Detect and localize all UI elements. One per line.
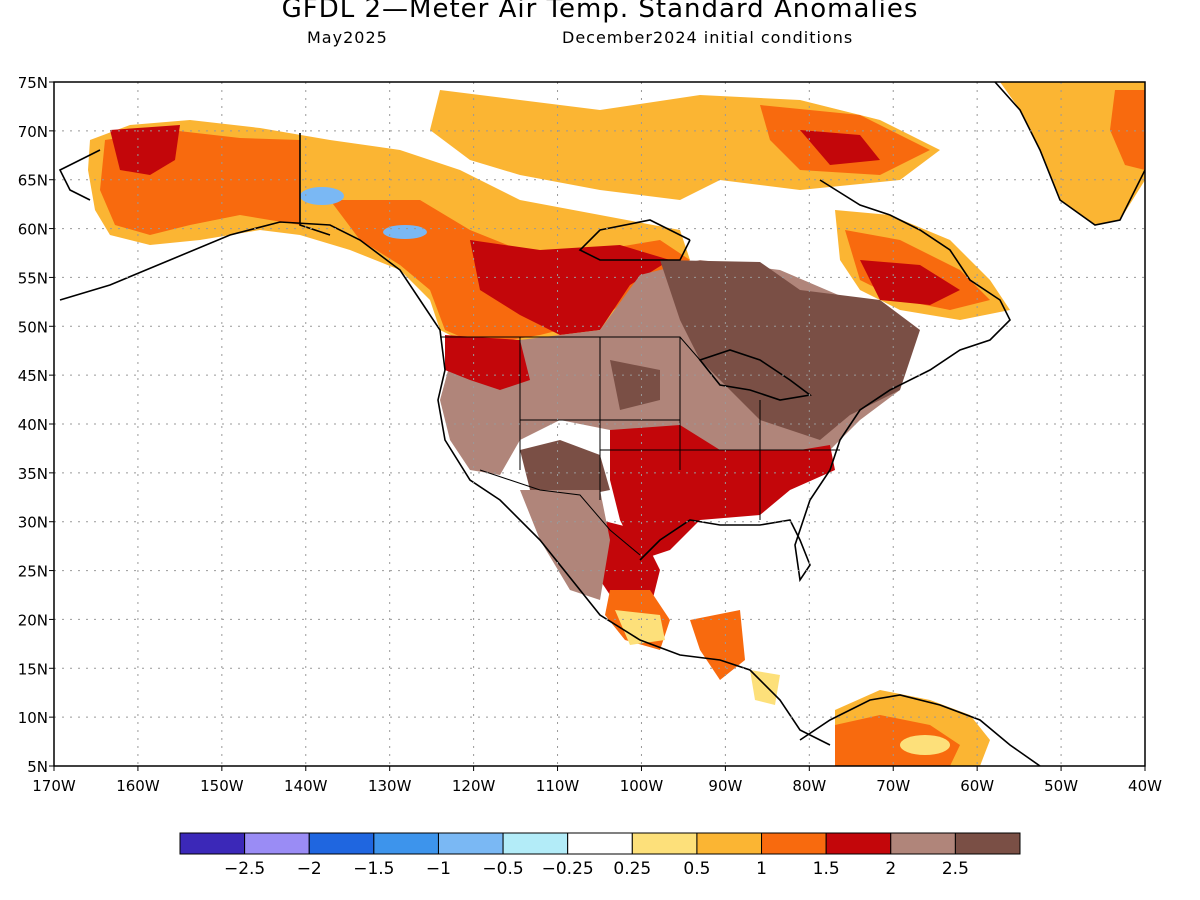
us-mexico-border (479, 469, 641, 556)
lat-tick-label: 50N (18, 318, 48, 336)
colorbar: −2.5 −2 −1.5 −1 −0.5 −0.25 0.25 0.5 1 1.5 2 2.5 (179, 832, 1021, 879)
colorbar-label: 0.25 (613, 859, 651, 879)
colorbar-swatch (179, 832, 246, 855)
mexico-red-field (600, 520, 660, 610)
political-boundaries (440, 336, 840, 556)
colorbar-swatch (437, 832, 504, 855)
colorbar-swatch (502, 832, 569, 855)
coastlines (58, 82, 1145, 766)
lon-tick-label: 150W (200, 777, 244, 795)
lon-tick-label: 50W (1044, 777, 1078, 795)
lon-tick-label: 90W (708, 777, 742, 795)
colorbar-label: 1 (756, 859, 767, 879)
lat-tick-label: 5N (27, 758, 48, 776)
valid-month-label: May2025 (307, 28, 388, 47)
lon-tick-label: 40W (1128, 777, 1162, 795)
colorbar-swatch (631, 832, 698, 855)
alaska-red-core (110, 125, 180, 175)
lat-tick-label: 65N (18, 172, 48, 190)
colorbar-label: −1.5 (353, 859, 394, 879)
lat-tick-label: 40N (18, 416, 48, 434)
colorbar-label: 0.5 (683, 859, 710, 879)
mexico-brown-field (520, 490, 610, 600)
lat-tick-label: 60N (18, 221, 48, 239)
colorbar-swatch (373, 832, 439, 855)
chart-title: GFDL 2—Meter Air Temp. Standard Anomalie… (281, 0, 919, 24)
east-dark-brown-field (660, 260, 920, 440)
lon-tick-label: 140W (284, 777, 328, 795)
central-america-orange-field (690, 610, 745, 680)
initial-conditions-label: December2024 initial conditions (562, 28, 854, 47)
colorbar-label: −1 (426, 859, 451, 879)
colorbar-swatch (308, 832, 375, 855)
north-america-coast (58, 133, 1011, 746)
graticule (54, 82, 1145, 766)
lon-tick-label: 160W (116, 777, 160, 795)
lon-tick-label: 170W (32, 777, 76, 795)
greenland-coast (994, 82, 1145, 226)
colorbar-label: 2.5 (942, 859, 969, 879)
lat-tick-label: 15N (18, 660, 48, 678)
colorbar-swatch (954, 832, 1021, 855)
central-america-yellow-field (750, 670, 780, 705)
lat-tick-label: 75N (18, 74, 48, 92)
pacific-nw-red-field (445, 335, 530, 390)
colorbar-swatch (890, 832, 956, 855)
greenland-warm-field (1000, 82, 1145, 225)
south-america-yellow-core (900, 735, 950, 755)
lon-tick-label: 70W (876, 777, 910, 795)
longitude-axis: 170W 160W 150W 140W 130W 120W 110W 100W 90W 80W 70… (32, 766, 1162, 795)
colorbar-label: 2 (885, 859, 896, 879)
colorbar-label: −2 (297, 859, 322, 879)
state-lines (519, 337, 840, 520)
colorbar-swatch (696, 832, 763, 855)
lat-tick-label: 55N (18, 269, 48, 287)
mexico-yellow-field (615, 610, 665, 645)
lat-tick-label: 30N (18, 514, 48, 532)
lon-tick-label: 100W (620, 777, 664, 795)
colorbar-label: −0.25 (542, 859, 594, 879)
lat-tick-label: 35N (18, 465, 48, 483)
arctic-red-field (800, 130, 880, 165)
lon-tick-label: 110W (536, 777, 580, 795)
lon-tick-label: 60W (960, 777, 994, 795)
colorbar-label: −2.5 (224, 859, 265, 879)
labrador-red-field (860, 260, 960, 305)
cool-spot-yukon (300, 187, 344, 205)
canada-red-field (470, 240, 670, 335)
lat-tick-label: 45N (18, 367, 48, 385)
lat-tick-label: 20N (18, 611, 48, 629)
lon-tick-label: 130W (368, 777, 412, 795)
colorbar-label: 1.5 (813, 859, 840, 879)
plains-dark-brown-field (610, 360, 660, 410)
colorbar-label: −0.5 (482, 859, 523, 879)
colorbar-swatch (825, 832, 892, 855)
colorbar-swatch (244, 832, 310, 855)
great-lakes (698, 349, 812, 401)
greenland-orange-field (1110, 90, 1145, 170)
latitude-axis: 75N 70N 65N 60N 55N 50N 45N 40N 35N 30N 25N 20N 15N 1… (18, 74, 54, 776)
southern-red-field (610, 425, 835, 560)
lat-tick-label: 25N (18, 563, 48, 581)
colorbar-swatch (567, 832, 633, 855)
lon-tick-label: 120W (452, 777, 496, 795)
lon-tick-label: 80W (792, 777, 826, 795)
colorbar-swatch (761, 832, 827, 855)
southwest-dark-brown-field (520, 440, 610, 500)
anomaly-fields (88, 82, 1145, 766)
lat-tick-label: 10N (18, 709, 48, 727)
south-america-coast (799, 694, 1041, 766)
lat-tick-label: 70N (18, 123, 48, 141)
